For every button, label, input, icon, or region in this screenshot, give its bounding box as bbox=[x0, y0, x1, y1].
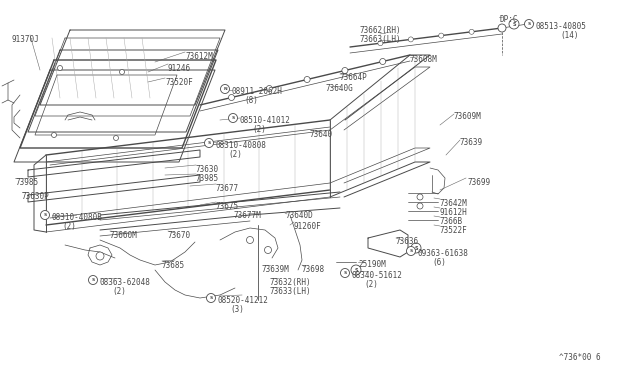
Text: 73640: 73640 bbox=[310, 130, 333, 139]
Text: (2): (2) bbox=[62, 222, 76, 231]
Text: 08310-4080B: 08310-4080B bbox=[52, 213, 103, 222]
Text: 25190M: 25190M bbox=[358, 260, 386, 269]
Circle shape bbox=[96, 252, 104, 260]
Text: (2): (2) bbox=[252, 125, 266, 134]
Text: (6): (6) bbox=[432, 258, 446, 267]
Text: S: S bbox=[410, 249, 413, 253]
Circle shape bbox=[378, 41, 383, 46]
Text: 73985: 73985 bbox=[15, 178, 38, 187]
Circle shape bbox=[417, 203, 423, 209]
Text: 73663(LH): 73663(LH) bbox=[360, 35, 402, 44]
Text: 73698: 73698 bbox=[302, 265, 325, 274]
Text: 08513-40805: 08513-40805 bbox=[536, 22, 587, 31]
Circle shape bbox=[342, 67, 348, 74]
Circle shape bbox=[207, 294, 216, 302]
Text: 09363-61638: 09363-61638 bbox=[418, 249, 469, 258]
Circle shape bbox=[58, 65, 63, 71]
Text: 91612H: 91612H bbox=[440, 208, 468, 217]
Text: 08911-2062H: 08911-2062H bbox=[232, 87, 283, 96]
Text: 91260F: 91260F bbox=[294, 222, 322, 231]
Text: 73699: 73699 bbox=[468, 178, 491, 187]
Text: S: S bbox=[344, 271, 347, 275]
Text: 73640D: 73640D bbox=[285, 211, 313, 220]
Text: S: S bbox=[207, 141, 211, 145]
Circle shape bbox=[221, 84, 230, 93]
Text: 73522F: 73522F bbox=[440, 226, 468, 235]
Text: DP:C: DP:C bbox=[499, 15, 518, 24]
Text: 73677M: 73677M bbox=[233, 211, 260, 220]
Circle shape bbox=[509, 19, 519, 29]
Circle shape bbox=[525, 19, 534, 29]
Circle shape bbox=[228, 113, 237, 122]
Text: 08363-62048: 08363-62048 bbox=[100, 278, 151, 287]
Circle shape bbox=[120, 70, 125, 74]
Circle shape bbox=[469, 29, 474, 34]
Text: 73636: 73636 bbox=[396, 237, 419, 246]
Text: 91370J: 91370J bbox=[12, 35, 40, 44]
Text: 73639M: 73639M bbox=[262, 265, 290, 274]
Circle shape bbox=[411, 243, 421, 253]
Text: 73520F: 73520F bbox=[165, 78, 193, 87]
Circle shape bbox=[498, 24, 506, 32]
Text: (8): (8) bbox=[244, 96, 258, 105]
Circle shape bbox=[246, 237, 253, 244]
Text: S: S bbox=[92, 278, 95, 282]
Circle shape bbox=[438, 33, 444, 38]
Text: 73633(LH): 73633(LH) bbox=[270, 287, 312, 296]
Text: (2): (2) bbox=[228, 150, 242, 159]
Circle shape bbox=[88, 276, 97, 285]
Text: S: S bbox=[414, 246, 418, 250]
Text: S: S bbox=[527, 22, 531, 26]
Circle shape bbox=[417, 194, 423, 200]
Text: 08310-40808: 08310-40808 bbox=[216, 141, 267, 150]
Text: 73632(RH): 73632(RH) bbox=[270, 278, 312, 287]
Circle shape bbox=[351, 265, 361, 275]
Text: 73609M: 73609M bbox=[454, 112, 482, 121]
Circle shape bbox=[406, 247, 415, 256]
Text: 73608M: 73608M bbox=[410, 55, 438, 64]
Circle shape bbox=[205, 138, 214, 148]
Circle shape bbox=[304, 77, 310, 83]
Text: S: S bbox=[232, 116, 235, 120]
Text: S: S bbox=[44, 213, 47, 217]
Circle shape bbox=[340, 269, 349, 278]
Text: 91246: 91246 bbox=[168, 64, 191, 73]
Text: 73985: 73985 bbox=[196, 174, 219, 183]
Circle shape bbox=[228, 94, 234, 100]
Text: 73642M: 73642M bbox=[440, 199, 468, 208]
Text: 73630: 73630 bbox=[196, 165, 219, 174]
Circle shape bbox=[264, 247, 271, 253]
Text: 73660M: 73660M bbox=[110, 231, 138, 240]
Text: 73612M: 73612M bbox=[185, 52, 212, 61]
Text: 73664P: 73664P bbox=[340, 73, 368, 82]
Text: (3): (3) bbox=[230, 305, 244, 314]
Text: 73685: 73685 bbox=[162, 261, 185, 270]
Text: (2): (2) bbox=[364, 280, 378, 289]
Text: S: S bbox=[512, 22, 516, 26]
Circle shape bbox=[113, 135, 118, 141]
Text: 7366B: 7366B bbox=[440, 217, 463, 226]
Circle shape bbox=[51, 132, 56, 138]
Text: N: N bbox=[223, 87, 227, 91]
Circle shape bbox=[266, 86, 272, 92]
Text: (2): (2) bbox=[112, 287, 126, 296]
Text: 73662(RH): 73662(RH) bbox=[360, 26, 402, 35]
Text: 08340-51612: 08340-51612 bbox=[352, 271, 403, 280]
Text: 08510-41012: 08510-41012 bbox=[240, 116, 291, 125]
Text: 73677: 73677 bbox=[216, 184, 239, 193]
Text: 73675: 73675 bbox=[216, 202, 239, 211]
Text: 73639: 73639 bbox=[460, 138, 483, 147]
Text: 08520-41212: 08520-41212 bbox=[218, 296, 269, 305]
Text: S: S bbox=[355, 267, 358, 273]
Text: 73630P: 73630P bbox=[22, 192, 50, 201]
Text: 73640G: 73640G bbox=[326, 84, 354, 93]
Text: 73670: 73670 bbox=[168, 231, 191, 240]
Text: (14): (14) bbox=[560, 31, 579, 40]
Text: ^736*00 6: ^736*00 6 bbox=[559, 353, 600, 362]
Circle shape bbox=[408, 37, 413, 42]
Circle shape bbox=[380, 58, 386, 64]
Circle shape bbox=[40, 211, 49, 219]
Text: S: S bbox=[209, 296, 212, 300]
